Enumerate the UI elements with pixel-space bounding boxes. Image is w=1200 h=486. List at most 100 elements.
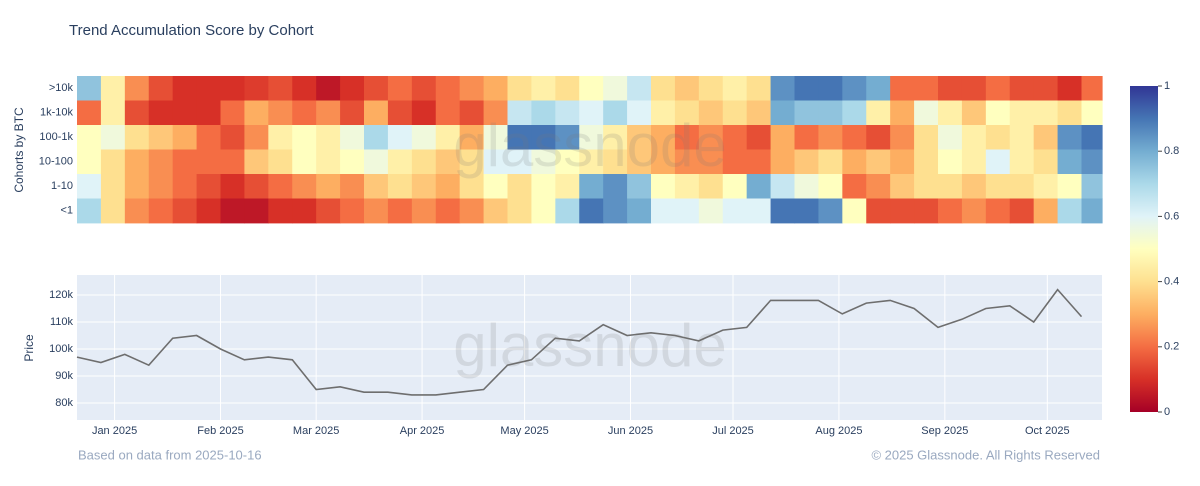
heatmap-cell: [961, 125, 987, 150]
y-tick-label: 1-10: [51, 180, 73, 192]
heatmap-cell: [220, 125, 246, 150]
x-tick-label: Feb 2025: [197, 425, 243, 437]
heatmap-cell: [698, 76, 724, 101]
heatmap-cell: [244, 125, 269, 150]
heatmap-cell: [914, 76, 939, 101]
heatmap-cell: [268, 198, 293, 224]
heatmap-cell: [244, 198, 269, 224]
heatmap-cell: [890, 149, 915, 175]
heatmap-cell: [220, 174, 246, 199]
heatmap-cell: [651, 174, 676, 199]
heatmap-cell: [985, 100, 1011, 126]
heatmap-cell: [1033, 76, 1059, 101]
heatmap-cell: [459, 76, 485, 101]
colorbar-tick-label: 0.8: [1164, 145, 1179, 157]
heatmap-cell: [124, 174, 150, 199]
heatmap-cell: [722, 100, 748, 126]
heatmap-cell: [914, 125, 939, 150]
heatmap-cell: [1009, 125, 1035, 150]
heatmap-cell: [1081, 76, 1103, 101]
heatmap-cell: [579, 100, 604, 126]
x-tick-label: Apr 2025: [400, 425, 445, 437]
watermark: glassnode: [453, 312, 727, 379]
heatmap-cell: [77, 125, 102, 150]
heatmap-cell: [268, 100, 293, 126]
heatmap-cell: [196, 100, 222, 126]
heatmap-cell: [220, 100, 246, 126]
heatmap-cell: [627, 76, 652, 101]
heatmap-cell: [1033, 149, 1059, 175]
heatmap-cell: [531, 198, 556, 224]
heatmap-cell: [842, 125, 867, 150]
heatmap-cell: [770, 174, 796, 199]
heatmap-cell: [698, 125, 724, 150]
heatmap-cell: [770, 76, 796, 101]
heatmap-cell: [746, 198, 772, 224]
watermark: glassnode: [453, 112, 727, 179]
heatmap-cell: [124, 149, 150, 175]
y-tick-label: 120k: [49, 289, 73, 301]
heatmap-cell: [698, 100, 724, 126]
heatmap-cell: [938, 100, 963, 126]
heatmap-cell: [961, 149, 987, 175]
heatmap-cell: [818, 76, 843, 101]
heatmap-cell: [316, 198, 341, 224]
heatmap-cell: [507, 76, 533, 101]
heatmap-cell: [1033, 125, 1059, 150]
heatmap-cell: [268, 174, 293, 199]
heatmap-cell: [220, 149, 246, 175]
heatmap-cell: [531, 125, 556, 150]
heatmap-cell: [435, 174, 461, 199]
y-tick-label: 90k: [55, 370, 73, 382]
heatmap-cell: [411, 76, 437, 101]
heatmap-cell: [627, 174, 652, 199]
heatmap-cell: [100, 125, 126, 150]
heatmap-cell: [770, 149, 796, 175]
heatmap-cell: [411, 198, 437, 224]
heatmap-cell: [148, 125, 174, 150]
heatmap-cell: [387, 198, 413, 224]
heatmap-cell: [938, 174, 963, 199]
heatmap-cell: [268, 149, 293, 175]
heatmap-cell: [1033, 174, 1059, 199]
heatmap-cell: [603, 76, 628, 101]
heatmap-cell: [938, 125, 963, 150]
heatmap-cell: [244, 100, 269, 126]
heatmap-cell: [77, 149, 102, 175]
y-tick-label: >10k: [49, 82, 74, 94]
heatmap-cell: [435, 125, 461, 150]
heatmap-cell: [722, 174, 748, 199]
heatmap-cell: [387, 174, 413, 199]
heatmap-cell: [1057, 174, 1083, 199]
heatmap-cell: [698, 198, 724, 224]
heatmap-cell: [674, 198, 700, 224]
colorbar-tick-label: 1: [1164, 80, 1170, 92]
heatmap-cell: [1009, 149, 1035, 175]
heatmap-cell: [890, 76, 915, 101]
heatmap-cell: [746, 125, 772, 150]
heatmap-cell: [387, 76, 413, 101]
heatmap-cell: [627, 125, 652, 150]
heatmap-cell: [531, 149, 556, 175]
heatmap-cell: [435, 76, 461, 101]
heatmap-cell: [172, 125, 198, 150]
colorbar-tick-label: 0.6: [1164, 210, 1179, 222]
heatmap-cell: [531, 100, 556, 126]
heatmap-cell: [651, 76, 676, 101]
heatmap-cell: [770, 125, 796, 150]
x-tick-label: Aug 2025: [815, 425, 862, 437]
heatmap-cell: [459, 100, 485, 126]
heatmap-cell: [507, 100, 533, 126]
heatmap-cell: [914, 149, 939, 175]
heatmap-cell: [435, 149, 461, 175]
heatmap-cell: [411, 125, 437, 150]
y-tick-label: 110k: [50, 316, 74, 328]
heatmap-cell: [985, 198, 1011, 224]
colorbar-tick-label: 0.4: [1164, 276, 1179, 288]
heatmap-cell: [842, 198, 867, 224]
heatmap-cell: [459, 125, 485, 150]
heatmap-cell: [100, 76, 126, 101]
heatmap-cell: [818, 174, 843, 199]
heatmap-cell: [985, 174, 1011, 199]
